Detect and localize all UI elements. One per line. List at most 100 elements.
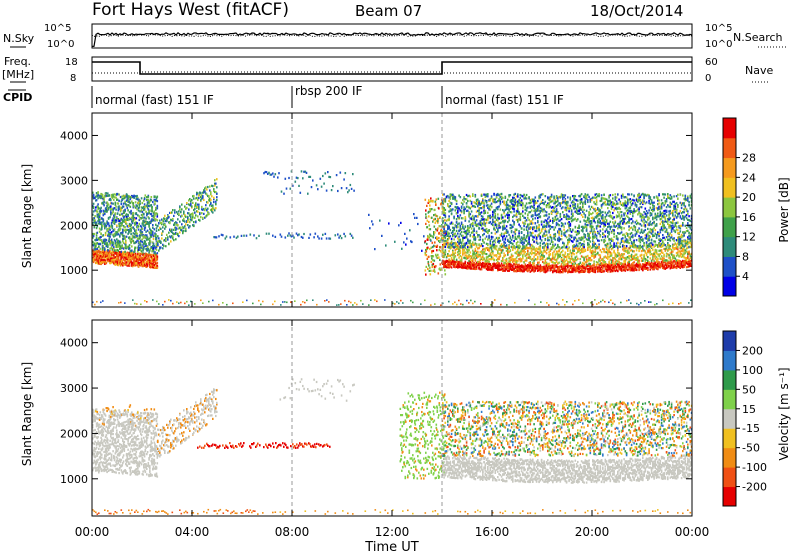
power-cell xyxy=(272,234,274,237)
power-cell xyxy=(470,202,473,205)
power-cell xyxy=(528,267,530,270)
power-cell xyxy=(483,248,485,251)
power-cell xyxy=(553,195,555,198)
power-cell xyxy=(121,206,123,209)
power-cell xyxy=(141,231,144,234)
power-cell xyxy=(199,213,201,216)
power-cell xyxy=(108,194,111,197)
power-cell xyxy=(449,209,452,212)
power-cell xyxy=(539,244,542,247)
power-cell xyxy=(450,242,453,245)
power-cell xyxy=(146,222,148,225)
power-cell xyxy=(479,220,482,223)
power-cell xyxy=(492,236,494,239)
power-cell xyxy=(104,210,106,213)
power-cell xyxy=(147,238,150,241)
power-cell xyxy=(442,193,444,196)
power-cell xyxy=(433,268,436,271)
power-cell xyxy=(482,238,484,241)
power-cell xyxy=(114,243,117,246)
power-cell xyxy=(113,246,115,249)
power-cell xyxy=(470,231,473,234)
power-cell xyxy=(492,210,494,213)
power-cell xyxy=(502,200,504,203)
power-cell xyxy=(448,250,450,253)
power-cell xyxy=(162,219,164,222)
power-cell xyxy=(146,264,149,267)
power-cell xyxy=(150,212,153,216)
power-cell xyxy=(518,253,520,256)
power-cell xyxy=(196,210,198,213)
power-cell xyxy=(439,216,442,219)
power-cell xyxy=(435,214,438,217)
power-cell xyxy=(547,236,549,239)
power-cell xyxy=(215,203,217,206)
power-cell xyxy=(425,248,427,252)
power-cell xyxy=(467,199,469,203)
power-cell xyxy=(98,216,101,219)
power-cell xyxy=(98,213,100,216)
power-cell xyxy=(173,239,175,242)
power-cell xyxy=(132,219,135,222)
power-cell xyxy=(146,221,149,224)
power-cell xyxy=(303,232,305,236)
power-cell xyxy=(139,254,141,257)
power-cell xyxy=(540,269,543,272)
power-cell xyxy=(499,226,502,229)
power-cell xyxy=(141,245,144,248)
power-cell xyxy=(447,253,449,256)
power-cell xyxy=(125,263,127,266)
cpid-segment-2: rbsp 200 IF xyxy=(295,84,362,98)
power-cell xyxy=(155,254,158,257)
power-cell xyxy=(312,179,314,182)
power-cell xyxy=(524,205,527,208)
power-cell xyxy=(554,226,557,229)
power-cell xyxy=(190,216,192,219)
power-cell xyxy=(151,207,153,210)
power-cell xyxy=(530,232,533,235)
power-cell xyxy=(92,195,95,198)
power-cell xyxy=(524,216,527,220)
power-cell xyxy=(172,232,174,235)
power-cell xyxy=(488,214,490,218)
power-cell xyxy=(499,244,502,248)
power-cell xyxy=(538,268,540,272)
power-cell xyxy=(101,201,104,204)
power-cell xyxy=(559,212,562,216)
power-cell xyxy=(170,236,172,239)
power-cell xyxy=(157,242,159,245)
power-cell xyxy=(494,254,497,257)
power-cell xyxy=(452,251,454,254)
power-cell xyxy=(459,238,462,241)
power-cell xyxy=(494,220,497,223)
power-cell xyxy=(156,261,159,265)
power-cell xyxy=(188,226,190,229)
power-cell xyxy=(159,239,161,242)
power-cell xyxy=(489,199,492,202)
power-cell xyxy=(211,184,213,187)
power-cell xyxy=(347,191,349,194)
power-cell xyxy=(537,258,539,261)
power-cell xyxy=(398,224,400,227)
power-cell xyxy=(140,243,142,246)
power-cell xyxy=(468,262,470,266)
power-cell xyxy=(500,268,503,271)
power-cell xyxy=(428,201,431,204)
power-cell xyxy=(470,267,473,270)
power-cell xyxy=(125,193,128,196)
power-cell xyxy=(497,252,499,255)
power-cell xyxy=(297,177,299,180)
power-cell xyxy=(145,235,147,238)
power-cell xyxy=(482,200,484,203)
power-cell xyxy=(114,234,117,237)
power-cell xyxy=(528,268,530,272)
power-cell xyxy=(409,229,411,232)
power-cell xyxy=(174,232,176,235)
power-cell xyxy=(479,263,482,266)
power-cell xyxy=(503,202,505,205)
power-cell xyxy=(480,227,483,230)
power-cell xyxy=(92,232,94,236)
power-cell xyxy=(543,233,545,236)
power-cell xyxy=(434,221,437,224)
power-cell xyxy=(483,220,485,223)
